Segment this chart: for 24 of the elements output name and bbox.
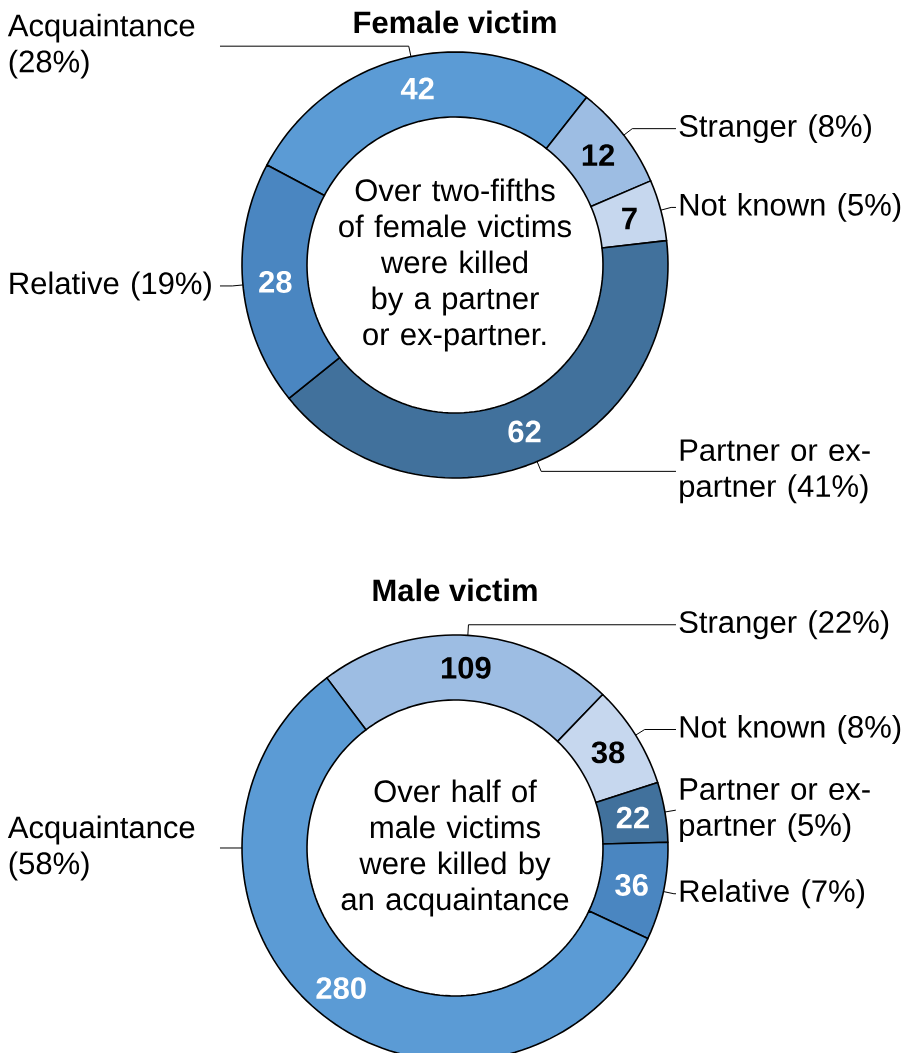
chart-title: Female victim [354,10,556,34]
slice-label: Relative (19%) [10,271,211,301]
data-label: 12 [582,144,615,166]
slice-label: Not known (5%) [680,192,901,222]
data-label: 7 [622,207,637,230]
data-label: 109 [441,656,491,679]
slice-label: Not known (8%) [680,715,901,744]
slice-label: Partner or ex-partner (5%) [680,778,870,843]
data-label: 38 [591,741,625,764]
text: Over two-fifths of female victims were killed by a partner or ex-partner. [339,178,571,352]
slice-label: Stranger (22%) [679,610,889,640]
slice-label: Acquaintance (28%) [7,13,195,79]
data-label: 22 [616,806,649,829]
chart-title: Male victim [373,578,537,602]
slice-label: Stranger (8%) [679,114,871,144]
data-label: 62 [508,420,541,443]
data-label: 42 [400,77,434,100]
slice-label: Relative (7%) [680,879,865,909]
data-label: 280 [316,977,366,1000]
slice-label: Partner or ex-partner (41%) [680,439,870,504]
data-label: 28 [259,270,292,293]
data-label: 36 [615,873,648,896]
text: Over half of male victims were killed by an acquaintance [341,779,569,917]
slice-label: Acquaintance (58%) [7,815,195,881]
